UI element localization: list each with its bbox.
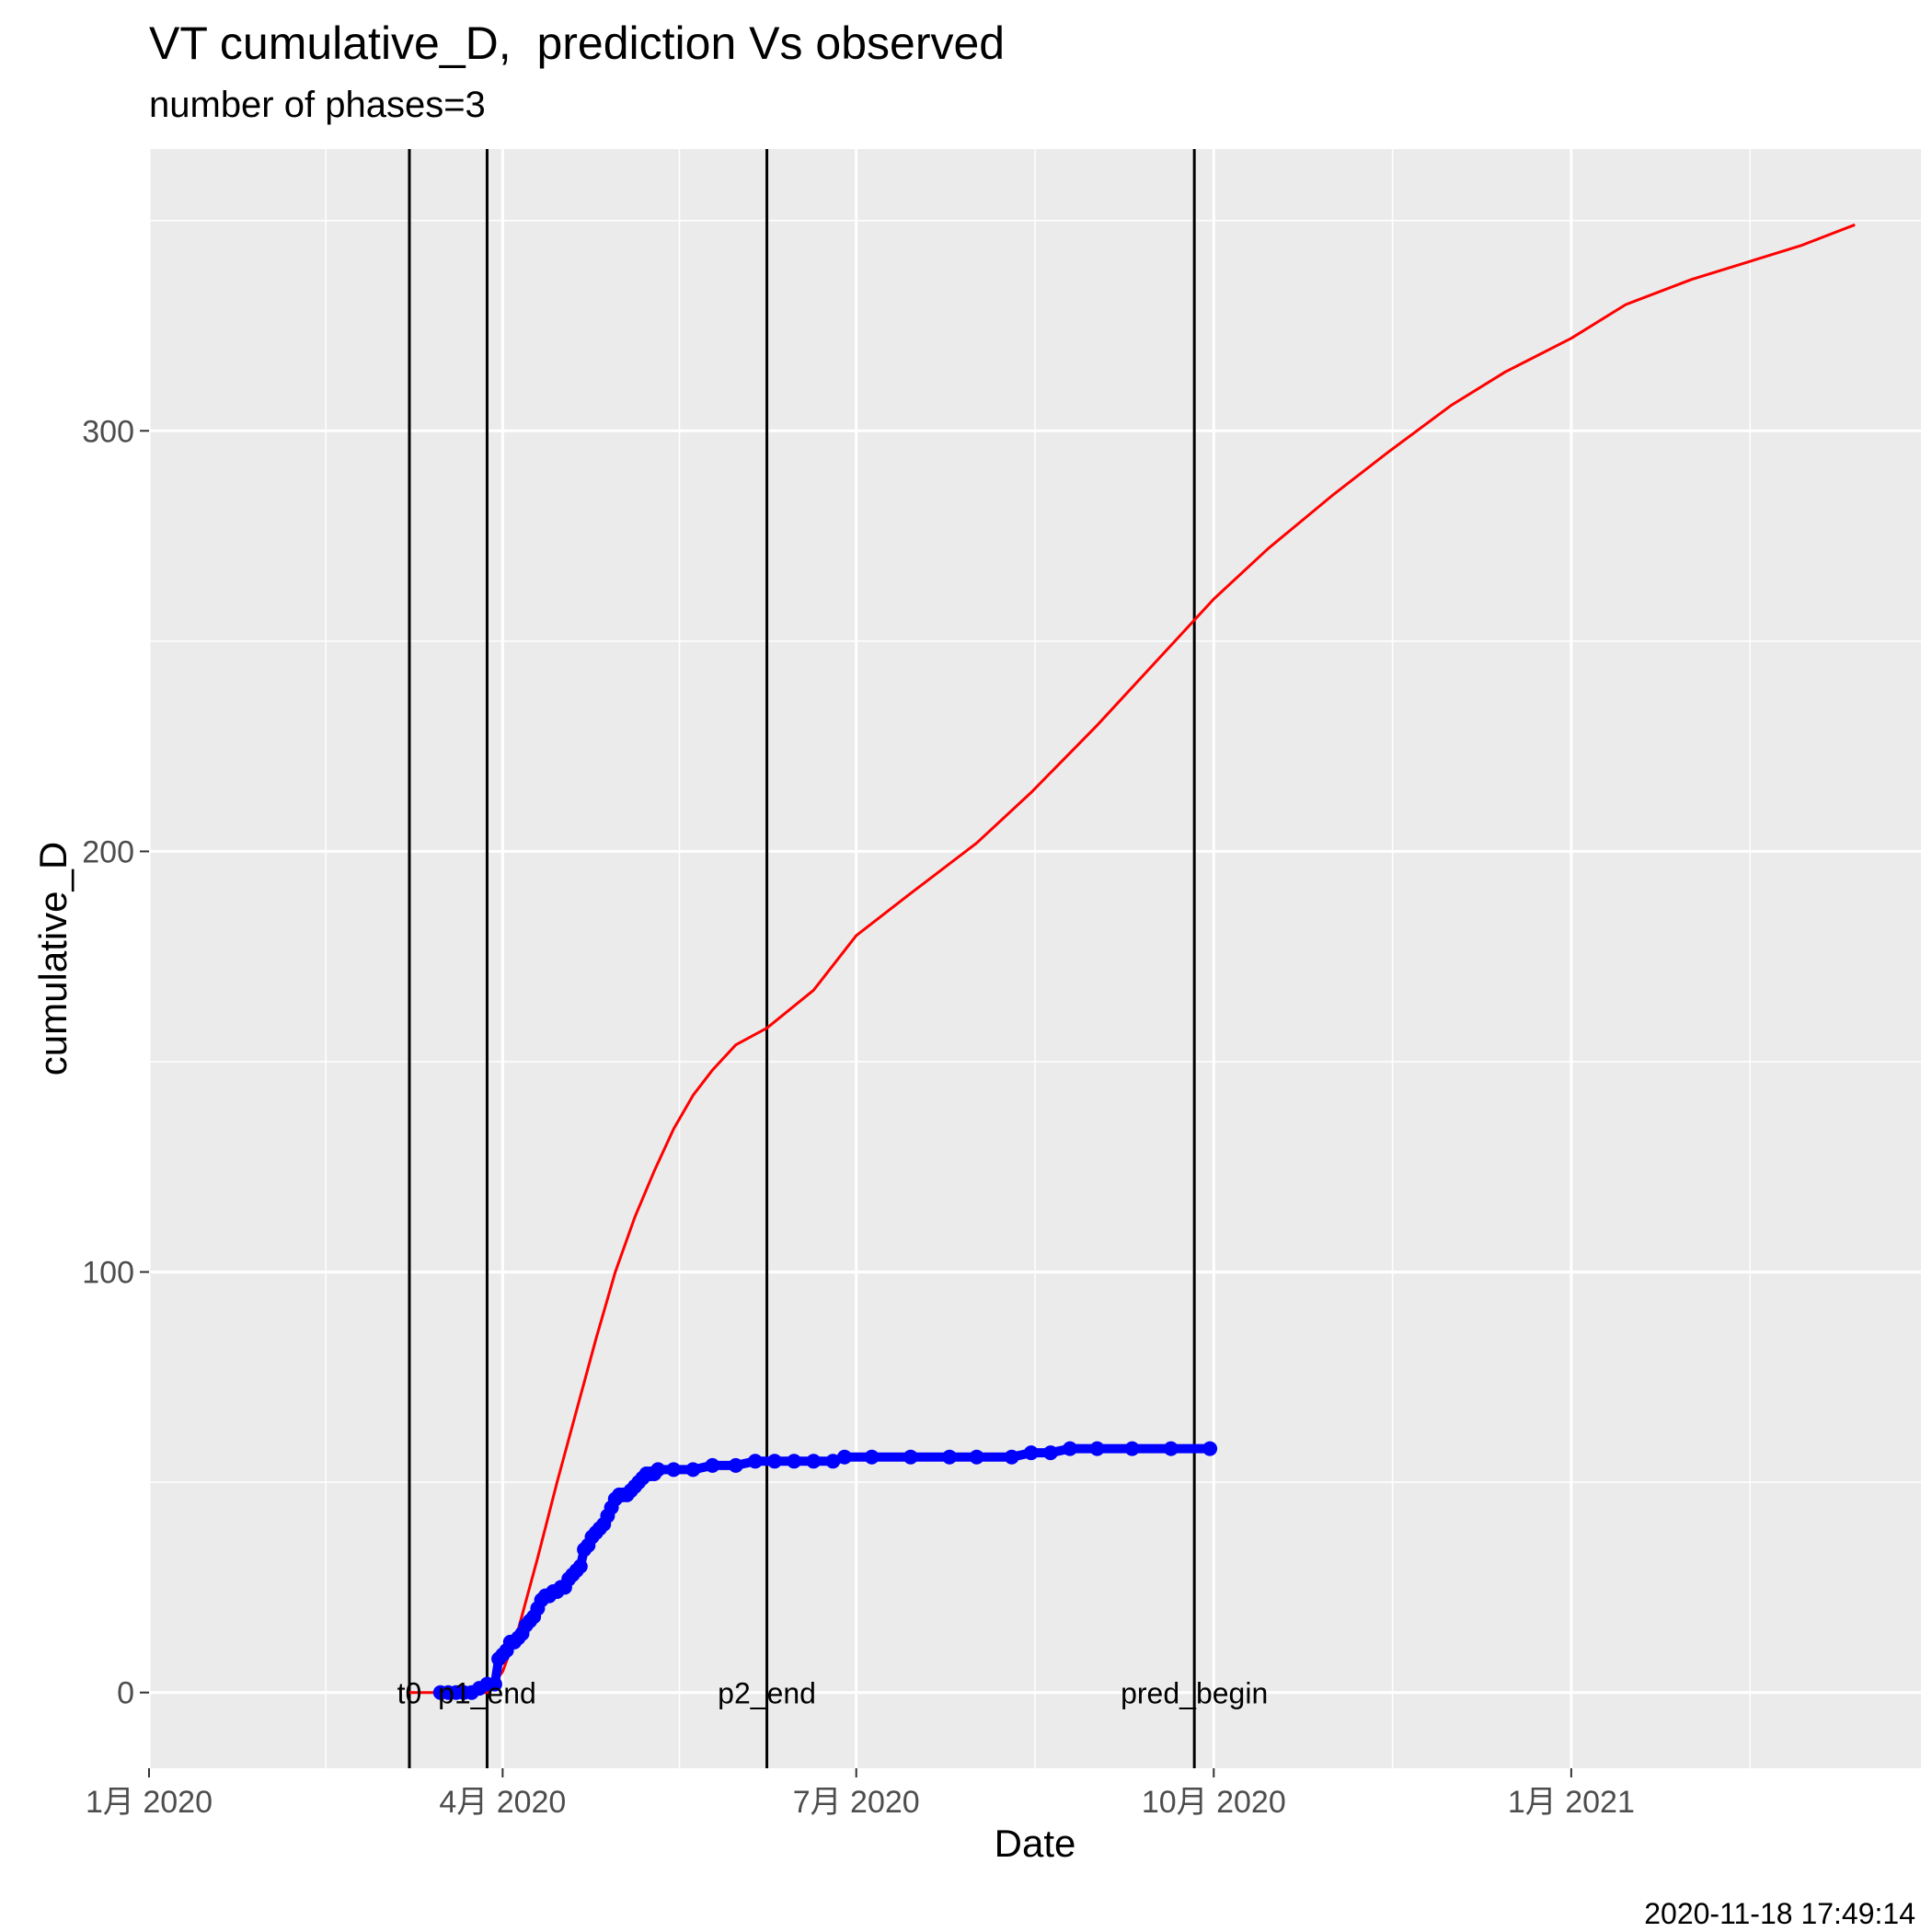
- observed-point: [864, 1449, 880, 1465]
- observed-point: [787, 1454, 802, 1469]
- observed-point: [1163, 1441, 1179, 1456]
- observed-point: [1124, 1441, 1140, 1456]
- grid-major: [147, 149, 1921, 1768]
- x-axis-title: Date: [995, 1822, 1076, 1865]
- observed-point: [825, 1454, 841, 1469]
- observed-point: [767, 1454, 782, 1469]
- chart-title: VT cumulative_D, prediction Vs observed: [149, 17, 1006, 69]
- observed-point: [1023, 1445, 1039, 1461]
- observed-point: [806, 1454, 822, 1469]
- observed-point: [1202, 1441, 1218, 1456]
- y-axis-title: cumulative_D: [31, 842, 75, 1075]
- observed-point: [1089, 1441, 1105, 1456]
- observed-point: [837, 1449, 852, 1465]
- observed-point: [650, 1462, 666, 1478]
- x-tick-label: 7月 2020: [793, 1785, 920, 1820]
- grid-minor: [149, 149, 1921, 1768]
- observed-point: [487, 1676, 502, 1692]
- observed-point: [969, 1449, 984, 1465]
- observed-point: [685, 1462, 701, 1478]
- y-tick-label: 100: [82, 1256, 134, 1291]
- phase-label-t0: t0: [397, 1677, 422, 1710]
- timestamp-caption: 2020-11-18 17:49:14: [1644, 1897, 1915, 1930]
- phase-label-p2-end: p2_end: [718, 1677, 816, 1710]
- observed-point: [728, 1457, 743, 1473]
- observed-point: [666, 1462, 682, 1478]
- phase-label-p1-end: p1_end: [438, 1677, 536, 1710]
- y-tick-label: 0: [117, 1676, 134, 1711]
- observed-point: [1004, 1449, 1019, 1465]
- chart-subtitle: number of phases=3: [149, 85, 486, 125]
- observed-point: [572, 1558, 588, 1574]
- phase-lines: [408, 149, 1196, 1768]
- x-tick-label: 1月 2020: [86, 1785, 213, 1820]
- y-tick-label: 300: [82, 414, 134, 449]
- x-tick-label: 10月 2020: [1142, 1785, 1286, 1820]
- observed-point: [705, 1457, 720, 1473]
- observed-point: [903, 1449, 918, 1465]
- observed-point: [1042, 1445, 1058, 1461]
- prediction-line: [409, 223, 1856, 1695]
- series-layer: [409, 223, 1856, 1700]
- x-tick-label: 4月 2020: [439, 1785, 566, 1820]
- observed-point: [942, 1449, 958, 1465]
- phase-labels: t0 p1_end p2_end pred_begin: [397, 1677, 1269, 1710]
- observed-point: [1063, 1441, 1077, 1456]
- x-tick-label: 1月 2021: [1508, 1785, 1635, 1820]
- y-tick-label: 200: [82, 834, 134, 869]
- phase-label-pred-begin: pred_begin: [1121, 1677, 1268, 1710]
- axes: 0 100 200 300 1月 2020 4月 2020 7月 2020 10月 2020 1…: [82, 414, 1635, 1820]
- observed-point: [747, 1454, 763, 1469]
